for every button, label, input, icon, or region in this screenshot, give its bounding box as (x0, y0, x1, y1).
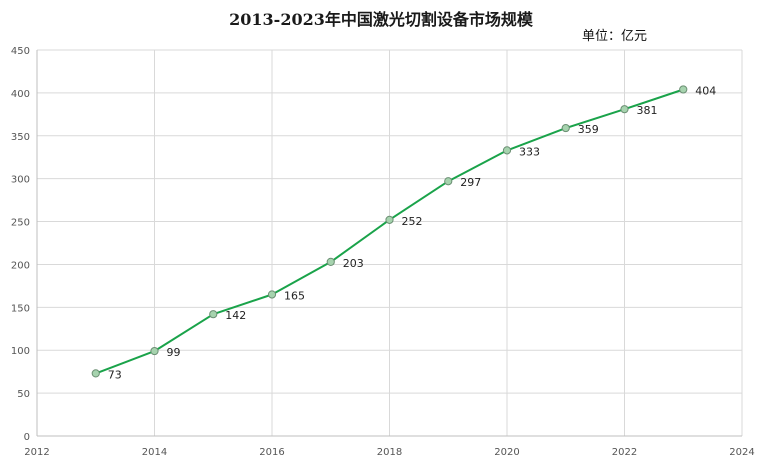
x-tick-label: 2020 (494, 447, 519, 458)
chart-title: 2013-2023年中国激光切割设备市场规模 (229, 10, 534, 29)
data-label: 252 (402, 215, 423, 228)
y-tick-label: 400 (11, 89, 30, 100)
data-label: 165 (284, 289, 305, 302)
y-tick-label: 0 (24, 432, 30, 443)
data-label: 73 (108, 368, 122, 381)
data-point (91, 369, 100, 378)
y-tick-label: 50 (17, 389, 30, 400)
data-label: 203 (343, 257, 364, 270)
data-labels: 73 99 142 165 203 252 297 333 359 381 404 (108, 84, 717, 381)
data-label: 381 (637, 104, 658, 117)
data-point (679, 85, 688, 94)
x-tick-label: 2016 (259, 447, 284, 458)
data-point (620, 105, 629, 114)
y-tick-label: 300 (11, 175, 30, 186)
data-label: 359 (578, 123, 599, 136)
axes: 0 50 100 150 200 250 300 350 400 450 2012 2014 2016 2… (11, 46, 755, 458)
data-point (444, 177, 453, 186)
data-point (385, 215, 394, 224)
series-layer (91, 85, 688, 378)
data-label: 297 (460, 176, 481, 189)
x-tick-label: 2018 (377, 447, 402, 458)
data-point (267, 290, 277, 299)
data-point (209, 310, 218, 319)
y-tick-label: 150 (11, 303, 30, 314)
data-point (150, 346, 159, 356)
data-label: 99 (167, 346, 181, 359)
y-tick-label: 250 (11, 218, 30, 229)
data-label: 333 (519, 145, 540, 158)
y-tick-label: 200 (11, 260, 30, 271)
x-tick-label: 2014 (142, 447, 167, 458)
x-tick-label: 2024 (729, 447, 754, 458)
y-tick-label: 450 (11, 46, 30, 57)
data-point (502, 146, 512, 155)
y-tick-label: 350 (11, 132, 30, 143)
data-point (561, 123, 570, 133)
x-tick-label: 2012 (24, 447, 49, 458)
data-label: 142 (225, 309, 246, 322)
data-point (326, 257, 335, 266)
data-label: 404 (695, 84, 716, 97)
unit-label: 单位：亿元 (582, 29, 647, 44)
x-tick-label: 2022 (612, 447, 637, 458)
y-tick-label: 100 (11, 346, 30, 357)
